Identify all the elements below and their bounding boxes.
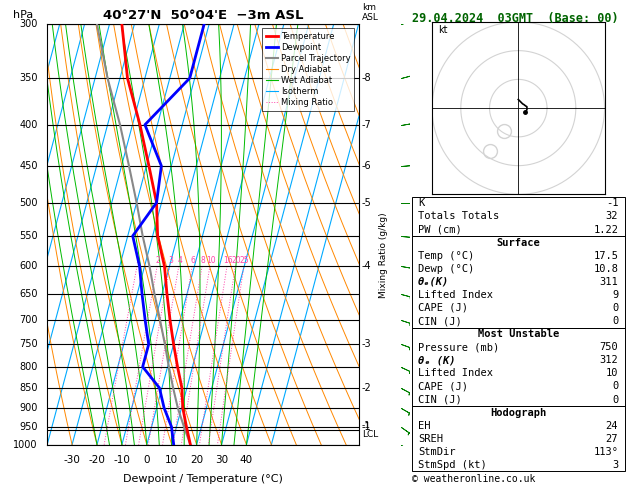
Text: Dewp (°C): Dewp (°C) [418,264,475,274]
Text: Surface: Surface [496,238,540,247]
Text: 1000: 1000 [13,440,38,450]
Text: 750: 750 [19,339,38,349]
Text: 3: 3 [612,460,618,470]
Text: 16: 16 [223,256,233,265]
Text: kt: kt [438,25,447,35]
Text: CIN (J): CIN (J) [418,395,462,404]
Text: -10: -10 [113,455,130,465]
Text: © weatheronline.co.uk: © weatheronline.co.uk [412,473,535,484]
Text: -7: -7 [362,120,371,130]
Text: 0: 0 [612,316,618,326]
Text: 32: 32 [606,211,618,222]
Text: -6: -6 [362,161,371,171]
Text: 800: 800 [19,362,38,372]
Text: 17.5: 17.5 [593,251,618,260]
Text: 650: 650 [19,289,38,299]
Text: 9: 9 [612,290,618,300]
Text: Mixing Ratio (g/kg): Mixing Ratio (g/kg) [379,213,387,298]
Text: 311: 311 [599,277,618,287]
Text: 950: 950 [19,422,38,432]
Text: 29.04.2024  03GMT  (Base: 00): 29.04.2024 03GMT (Base: 00) [412,12,618,25]
Text: CAPE (J): CAPE (J) [418,382,469,391]
Text: hPa: hPa [13,10,33,20]
Text: 0: 0 [143,455,150,465]
Text: 3: 3 [168,256,173,265]
Text: 400: 400 [19,120,38,130]
Text: -1: -1 [606,198,618,208]
Text: Temp (°C): Temp (°C) [418,251,475,260]
Text: 30: 30 [215,455,228,465]
Title: 40°27'N  50°04'E  −3m ASL: 40°27'N 50°04'E −3m ASL [103,9,303,22]
Text: 10: 10 [206,256,216,265]
Text: 350: 350 [19,73,38,83]
Text: -20: -20 [89,455,106,465]
Text: 25: 25 [240,256,250,265]
Text: 20: 20 [190,455,203,465]
Text: 1.22: 1.22 [593,225,618,235]
Text: 300: 300 [19,19,38,29]
Text: StmDir: StmDir [418,447,456,457]
Text: 8: 8 [201,256,206,265]
Text: 450: 450 [19,161,38,171]
Legend: Temperature, Dewpoint, Parcel Trajectory, Dry Adiabat, Wet Adiabat, Isotherm, Mi: Temperature, Dewpoint, Parcel Trajectory… [262,29,354,111]
Text: 6: 6 [191,256,196,265]
Text: -2: -2 [362,383,371,393]
Text: -1
LCL: -1 LCL [362,421,378,439]
Text: 113°: 113° [593,447,618,457]
Text: 0: 0 [612,382,618,391]
Text: 4: 4 [177,256,182,265]
Text: 27: 27 [606,434,618,444]
Text: θₑ(K): θₑ(K) [418,277,450,287]
Text: PW (cm): PW (cm) [418,225,462,235]
Text: 550: 550 [19,231,38,241]
Text: km
ASL: km ASL [362,3,379,22]
Text: EH: EH [418,421,431,431]
Text: 10: 10 [606,368,618,379]
Text: 0: 0 [612,395,618,404]
Text: 2: 2 [156,256,160,265]
Text: Dewpoint / Temperature (°C): Dewpoint / Temperature (°C) [123,474,283,484]
Text: 10: 10 [165,455,178,465]
Text: 10.8: 10.8 [593,264,618,274]
Text: Totals Totals: Totals Totals [418,211,499,222]
Text: -4: -4 [362,261,371,271]
Text: Lifted Index: Lifted Index [418,368,493,379]
Text: 700: 700 [19,315,38,325]
Text: SREH: SREH [418,434,443,444]
Text: K: K [418,198,425,208]
Text: 850: 850 [19,383,38,393]
Text: 900: 900 [19,403,38,413]
Text: 0: 0 [612,303,618,313]
Text: -8: -8 [362,73,371,83]
Text: StmSpd (kt): StmSpd (kt) [418,460,487,470]
Text: -1: -1 [362,422,371,432]
Text: -3: -3 [362,339,371,349]
Text: 312: 312 [599,355,618,365]
Text: -30: -30 [64,455,81,465]
Text: 600: 600 [19,261,38,271]
Text: Pressure (mb): Pressure (mb) [418,342,499,352]
Text: 750: 750 [599,342,618,352]
Text: Most Unstable: Most Unstable [477,329,559,339]
Text: Hodograph: Hodograph [490,408,547,417]
Text: θₑ (K): θₑ (K) [418,355,456,365]
Text: 24: 24 [606,421,618,431]
Text: -5: -5 [362,198,371,208]
Text: 40: 40 [240,455,253,465]
Text: 1: 1 [136,256,140,265]
Text: Lifted Index: Lifted Index [418,290,493,300]
Text: CAPE (J): CAPE (J) [418,303,469,313]
Text: 20: 20 [231,256,241,265]
Text: 500: 500 [19,198,38,208]
Text: CIN (J): CIN (J) [418,316,462,326]
